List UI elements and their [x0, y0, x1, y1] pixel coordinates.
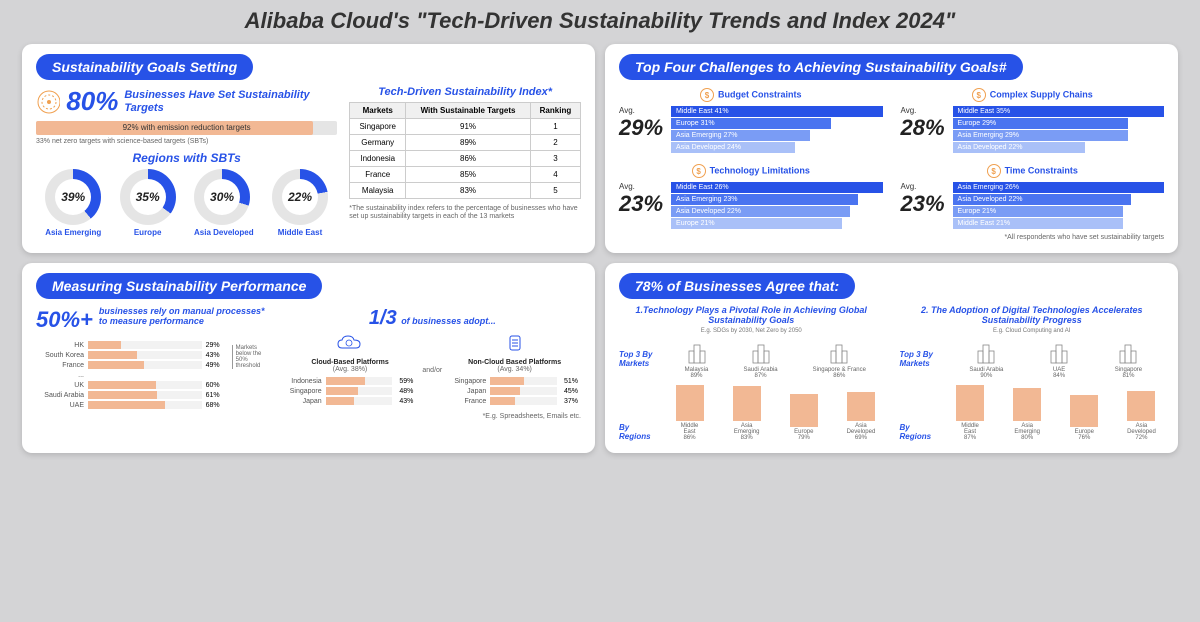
emission-bar: 92% with emission reduction targets — [36, 121, 337, 135]
donut: 30% — [194, 169, 250, 225]
page-title: Alibaba Cloud's "Tech-Driven Sustainabil… — [22, 0, 1178, 44]
index-table: MarketsWith Sustainable TargetsRankingSi… — [349, 102, 581, 199]
goals-pct: 80% — [66, 86, 118, 117]
challenges-grid: $Budget Constraints Avg.29% Middle East … — [619, 88, 1164, 230]
challenges-foot: *All respondents who have set sustainabi… — [619, 234, 1164, 241]
donut-row: 39%Asia Emerging35%Europe30%Asia Develop… — [36, 169, 337, 237]
donut: 22% — [272, 169, 328, 225]
donut: 39% — [45, 169, 101, 225]
measuring-card: Measuring Sustainability Performance 50%… — [22, 263, 595, 453]
regions-title: Regions with SBTs — [36, 151, 337, 165]
goals-text: Businesses Have Set Sustainability Targe… — [124, 89, 337, 113]
agree-card: 78% of Businesses Agree that: 1.Technolo… — [605, 263, 1178, 453]
measuring-pill: Measuring Sustainability Performance — [36, 273, 322, 299]
index-foot: *The sustainability index refers to the … — [349, 205, 581, 222]
measure-bars: HK29%South Korea43%France49%...UK60%Saud… — [36, 339, 228, 411]
target-icon — [36, 89, 60, 115]
agree-pill: 78% of Businesses Agree that: — [619, 273, 855, 299]
goals-card: Sustainability Goals Setting 80% Busines… — [22, 44, 595, 253]
sbt-note: 33% net zero targets with science-based … — [36, 138, 337, 145]
server-icon — [504, 334, 526, 354]
agree-columns: 1.Technology Plays a Pivotal Role in Ach… — [619, 305, 1164, 441]
index-title: Tech-Driven Sustainability Index* — [349, 86, 581, 98]
challenges-card: Top Four Challenges to Achieving Sustain… — [605, 44, 1178, 253]
cloud-icon — [336, 334, 364, 354]
challenges-pill: Top Four Challenges to Achieving Sustain… — [619, 54, 1023, 80]
cards-grid: Sustainability Goals Setting 80% Busines… — [22, 44, 1178, 453]
goals-pill: Sustainability Goals Setting — [36, 54, 253, 80]
donut: 35% — [120, 169, 176, 225]
